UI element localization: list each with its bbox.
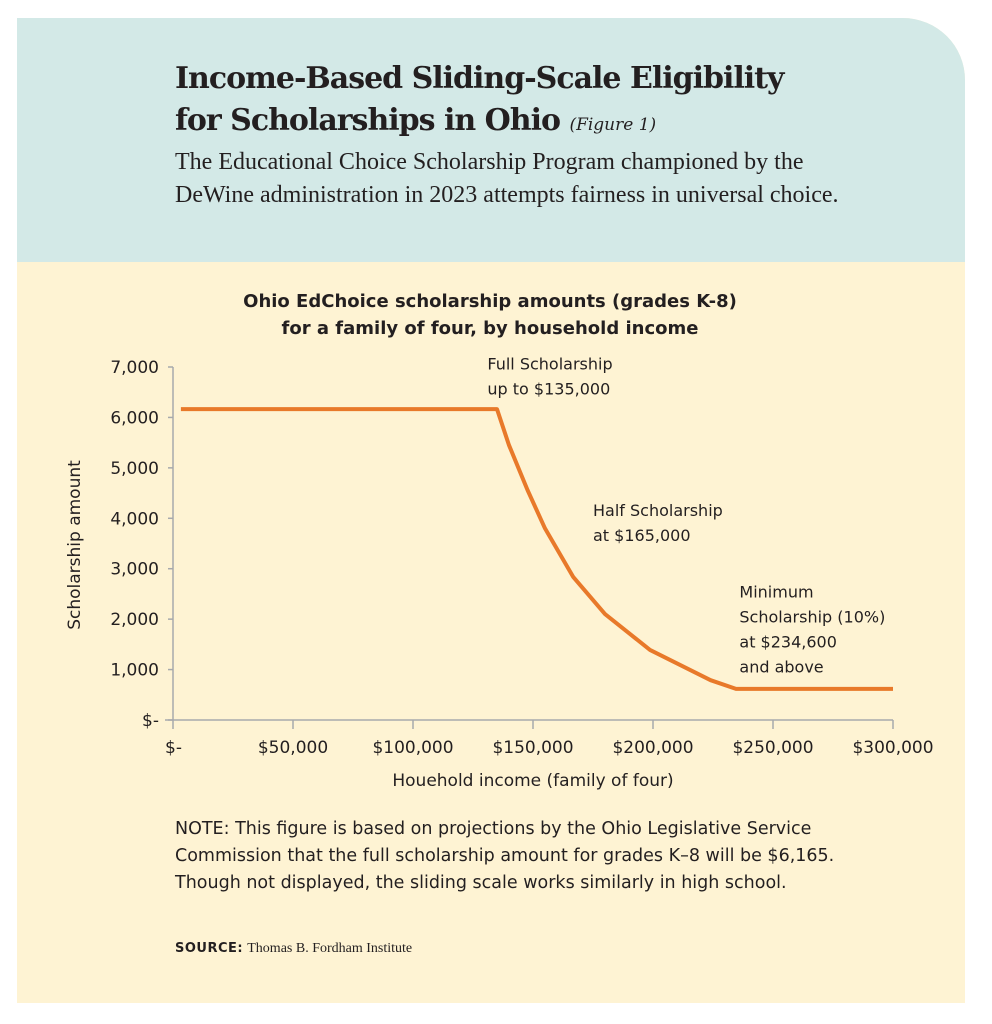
y-tick-label: 2,000 <box>110 610 159 630</box>
y-tick-label: 1,000 <box>110 661 159 681</box>
y-tick-label: 4,000 <box>110 509 159 529</box>
y-tick-label: 3,000 <box>110 560 159 580</box>
source-label: SOURCE: <box>175 941 244 956</box>
annotation-label: at $234,600 <box>739 632 837 651</box>
x-tick-label: $100,000 <box>372 738 453 758</box>
figure-label: (Figure 1) <box>569 115 657 135</box>
annotation-label: Half Scholarship <box>593 501 723 520</box>
source-text: Thomas B. Fordham Institute <box>247 941 413 956</box>
figure-title: Income-Based Sliding-Scale Eligibility f… <box>175 58 784 146</box>
title-line-1: Income-Based Sliding-Scale Eligibility <box>175 61 784 96</box>
y-tick-label: 6,000 <box>110 408 159 428</box>
annotation-label: at $165,000 <box>593 526 691 545</box>
x-tick-label: $200,000 <box>612 738 693 758</box>
chart-title-line-1: Ohio EdChoice scholarship amounts (grade… <box>243 291 737 312</box>
annotation-label: up to $135,000 <box>487 380 610 399</box>
scholarship-line <box>180 407 893 691</box>
annotation-label: Scholarship (10%) <box>739 607 885 626</box>
x-tick-label: $50,000 <box>258 738 328 758</box>
x-tick-label: $300,000 <box>852 738 933 758</box>
header-panel: Income-Based Sliding-Scale Eligibility f… <box>17 18 965 262</box>
figure-card: Income-Based Sliding-Scale Eligibility f… <box>17 18 965 1003</box>
x-axis-label: Houehold income (family of four) <box>392 771 673 791</box>
x-tick-label: $250,000 <box>732 738 813 758</box>
y-axis-label: Scholarship amount <box>65 460 85 630</box>
annotation-label: Full Scholarship <box>487 355 612 374</box>
annotation-label: Minimum <box>739 582 813 601</box>
y-tick-label: 5,000 <box>110 459 159 479</box>
x-tick-label: $- <box>165 738 182 758</box>
y-tick-label: 7,000 <box>110 358 159 378</box>
x-tick-label: $150,000 <box>492 738 573 758</box>
annotation-label: and above <box>739 657 823 676</box>
chart-title-line-2: for a family of four, by household incom… <box>282 318 699 339</box>
figure-subtitle: The Educational Choice Scholarship Progr… <box>175 149 839 208</box>
source-line: SOURCE: Thomas B. Fordham Institute <box>175 941 412 957</box>
chart-note: NOTE: This figure is based on projection… <box>175 819 835 893</box>
y-tick-label: $- <box>142 711 159 731</box>
title-line-2: for Scholarships in Ohio <box>175 103 561 138</box>
